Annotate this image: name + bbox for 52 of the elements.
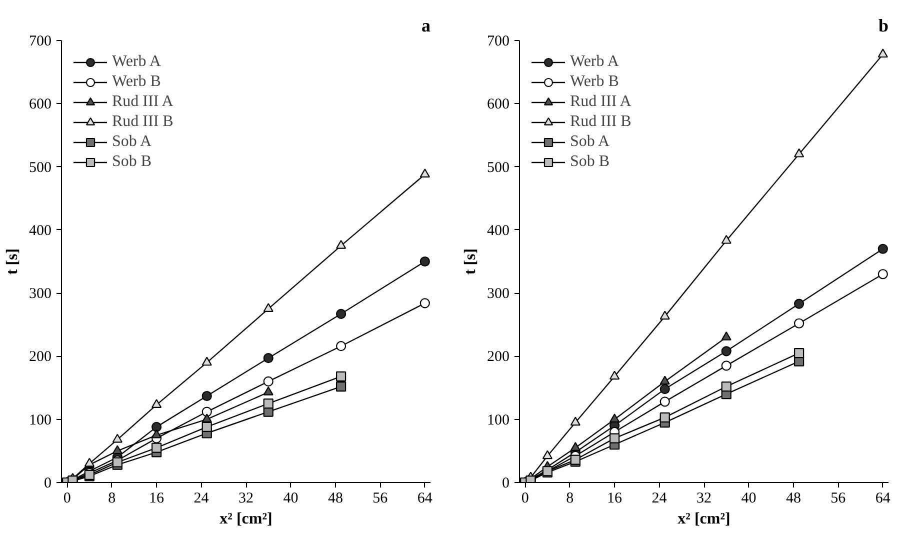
legend-label: Sob A: [112, 133, 152, 151]
legend-label: Werb A: [570, 53, 619, 71]
x-tick-label: 48: [328, 490, 343, 506]
x-tick-label: 40: [283, 490, 298, 506]
legend-label: Rud III B: [112, 113, 174, 131]
legend-label: Werb A: [112, 53, 161, 71]
x-tick-label: 32: [696, 490, 712, 506]
legend-label: Sob B: [570, 153, 610, 171]
x-tick-label: 16: [607, 490, 623, 506]
y-tick-label: 600: [29, 96, 52, 113]
y-tick-label: 100: [487, 412, 510, 428]
x-tick-label: 8: [566, 490, 574, 506]
y-axis-title: t [s]: [4, 248, 21, 275]
y-tick-label: 0: [502, 476, 510, 492]
x-axis-title: x² [cm²]: [678, 510, 730, 528]
y-tick-label: 500: [29, 160, 52, 176]
y-tick-label: 400: [487, 222, 510, 239]
x-tick-label: 0: [521, 490, 529, 506]
legend-label: Sob A: [570, 133, 610, 151]
legend-label: Sob B: [112, 153, 152, 171]
legend-label: Werb B: [112, 73, 161, 91]
legend-label: Werb B: [570, 73, 619, 91]
x-tick-label: 24: [652, 490, 668, 506]
x-tick-label: 56: [372, 490, 388, 506]
y-tick-label: 700: [29, 34, 52, 50]
x-tick-label: 56: [830, 490, 846, 506]
x-tick-label: 64: [417, 490, 433, 506]
x-axis-title: x² [cm²]: [220, 510, 272, 528]
legend-label: Rud III A: [112, 93, 174, 111]
x-tick-label: 24: [194, 490, 210, 506]
x-tick-label: 8: [108, 490, 116, 506]
text: a: [422, 16, 430, 36]
x-tick-label: 0: [63, 490, 71, 506]
y-tick-label: 100: [29, 412, 52, 428]
y-tick-label: 300: [29, 286, 52, 302]
y-tick-label: 500: [487, 160, 510, 176]
y-tick-label: 600: [487, 96, 510, 113]
x-tick-label: 40: [741, 490, 756, 506]
y-tick-label: 400: [29, 222, 52, 239]
legend-label: Rud III B: [570, 113, 632, 131]
y-tick-label: 0: [44, 476, 52, 492]
x-tick-label: 32: [238, 490, 254, 506]
y-tick-label: 700: [487, 34, 510, 50]
legend-label: Rud III A: [570, 93, 632, 111]
x-tick-label: 64: [875, 490, 891, 506]
x-tick-label: 48: [786, 490, 801, 506]
text: b: [878, 16, 889, 36]
y-tick-label: 200: [29, 349, 52, 366]
y-axis-title: t [s]: [462, 248, 479, 275]
y-tick-label: 300: [487, 286, 510, 302]
x-tick-label: 16: [149, 490, 165, 506]
y-tick-label: 200: [487, 349, 510, 366]
